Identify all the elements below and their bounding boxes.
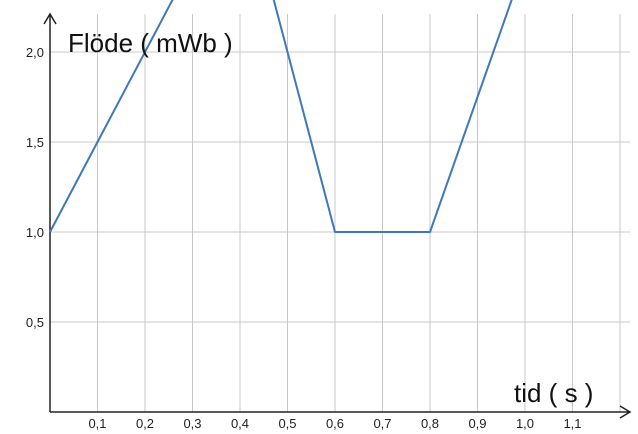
x-tick-labels: 0,1 0,2 0,3 0,4 0,5 0,6 0,7 0,8 0,9 1,0 1,1 [88,416,581,431]
x-tick-label: 0,3 [183,416,201,431]
axes [43,12,632,419]
y-tick-labels: 0,51,01,52,02,53,03,5 [26,45,44,330]
x-tick-label: 0,1 [88,416,106,431]
series-line [49,0,513,233]
x-tick-label: 0,6 [326,416,344,431]
x-tick-label: 0,5 [278,416,296,431]
grid [50,14,630,412]
y-axis-title: Flöde ( mWb ) [68,28,233,58]
y-tick-label: 2,0 [26,45,44,60]
y-tick-label: 1,5 [26,135,44,150]
x-axis-title: tid ( s ) [514,378,593,408]
x-tick-label: 0,7 [373,416,391,431]
y-axis-arrow [43,12,57,412]
x-axis-arrow [50,405,632,419]
y-tick-label: 0,5 [26,315,44,330]
x-tick-label: 0,4 [231,416,249,431]
x-tick-label: 0,9 [468,416,486,431]
series-group [49,0,513,233]
y-tick-label: 1,0 [26,225,44,240]
x-tick-label: 1,0 [516,416,534,431]
x-tick-label: 1,1 [563,416,581,431]
x-tick-label: 0,2 [136,416,154,431]
x-tick-label: 0,8 [421,416,439,431]
